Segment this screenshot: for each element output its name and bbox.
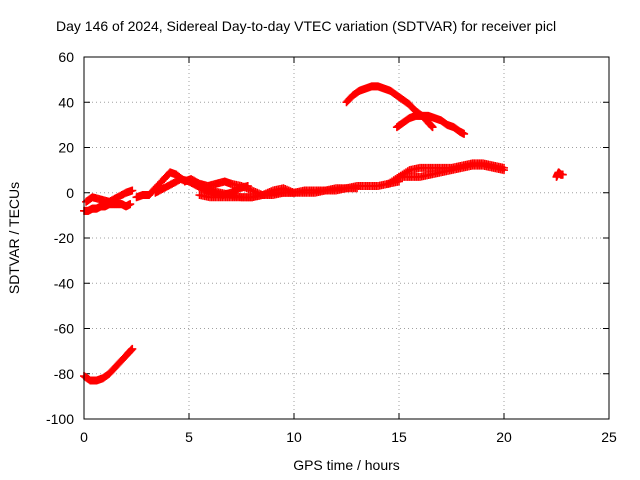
- x-tick-label: 20: [496, 429, 512, 445]
- series-arc-11: [342, 82, 437, 132]
- data-points: [80, 82, 567, 385]
- series-arc-3: [82, 186, 137, 206]
- data-point: [290, 188, 298, 197]
- y-tick-label: 40: [58, 94, 74, 110]
- x-tick-label: 0: [80, 429, 88, 445]
- plot-frame: [83, 56, 610, 420]
- data-point: [126, 200, 135, 209]
- y-axis-label: SDTVAR / TECUs: [6, 182, 22, 294]
- axis-ticks: 0 5 10 15 20 25 -100 -80 -60 -40 -20 0 20 40 60: [46, 49, 617, 445]
- data-point: [460, 129, 469, 138]
- data-point: [353, 184, 361, 193]
- x-tick-label: 5: [185, 429, 193, 445]
- data-point: [128, 344, 137, 353]
- chart-title: Day 146 of 2024, Sidereal Day-to-day VTE…: [56, 18, 557, 34]
- y-tick-label: -100: [46, 411, 74, 427]
- y-tick-label: -40: [54, 275, 74, 291]
- series-arc-1: [80, 344, 137, 385]
- y-tick-label: 20: [58, 140, 74, 156]
- x-tick-label: 10: [286, 429, 302, 445]
- x-tick-label: 25: [601, 429, 617, 445]
- y-tick-label: -80: [54, 366, 74, 382]
- grid: [84, 57, 609, 419]
- data-point: [500, 166, 508, 175]
- x-tick-label: 15: [391, 429, 407, 445]
- data-point: [428, 123, 437, 132]
- data-point: [558, 170, 567, 179]
- y-tick-label: 0: [66, 185, 74, 201]
- x-axis-label: GPS time / hours: [293, 457, 400, 473]
- series-arc-8: [227, 179, 298, 200]
- y-tick-label: -60: [54, 321, 74, 337]
- y-tick-label: -20: [54, 230, 74, 246]
- y-tick-label: 60: [58, 49, 74, 65]
- data-point: [128, 186, 137, 195]
- series-arc-13: [552, 168, 567, 181]
- series-arc-10: [395, 161, 508, 181]
- series-arc-12: [392, 111, 469, 138]
